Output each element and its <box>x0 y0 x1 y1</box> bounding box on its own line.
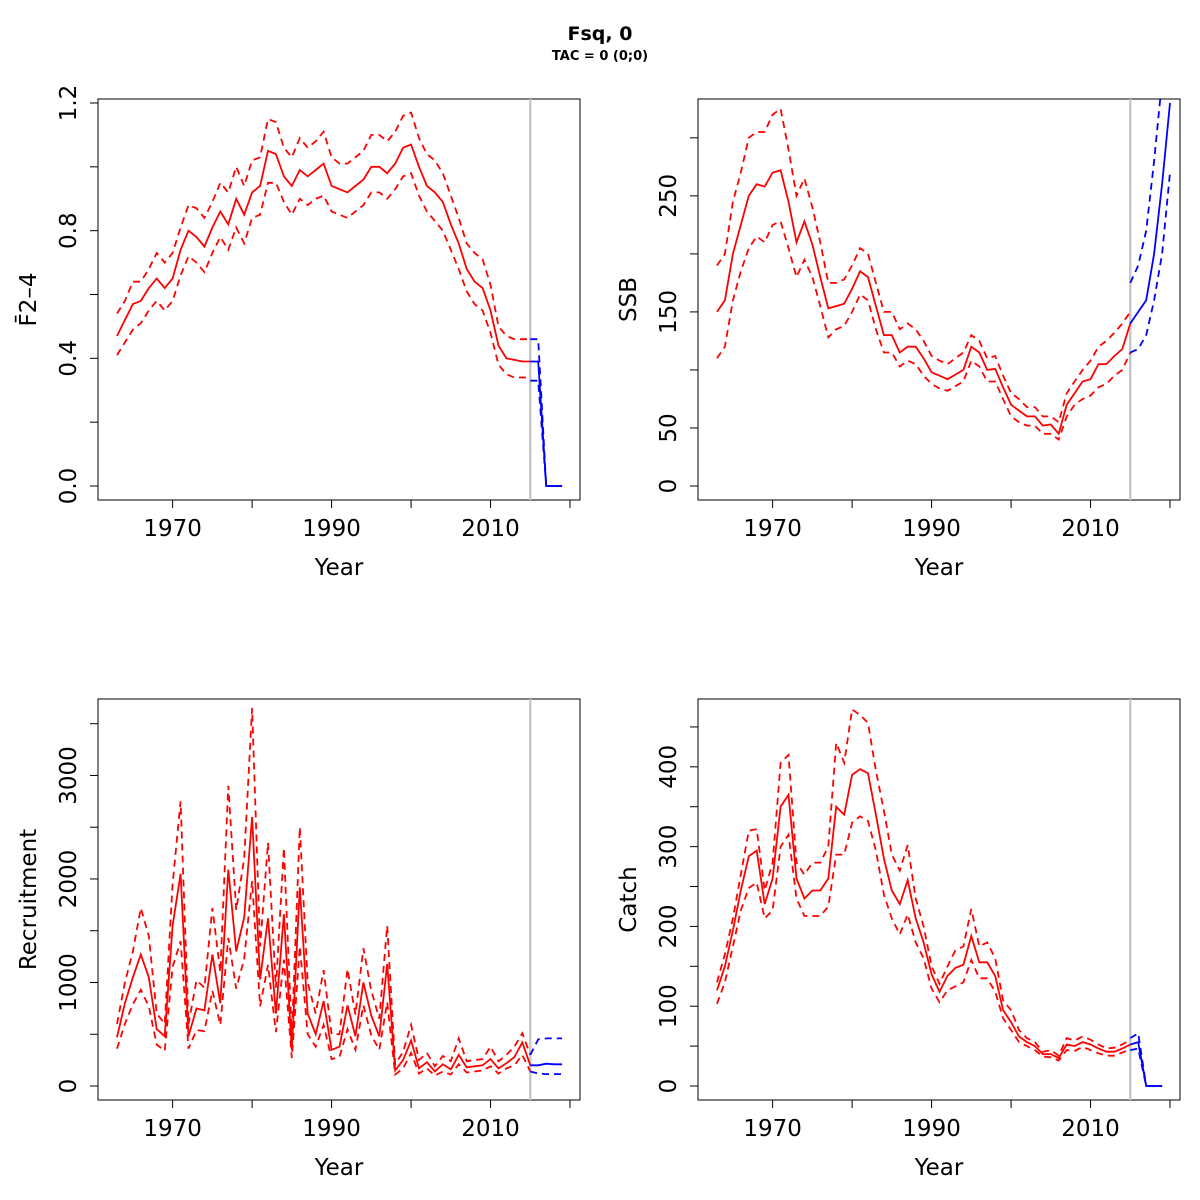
projection-lower-line <box>530 379 563 487</box>
projection-lower-line <box>1130 1047 1163 1087</box>
historic-median-line <box>116 816 532 1073</box>
y-tick-label: 50 <box>656 413 682 442</box>
projection-median-line <box>1129 102 1171 325</box>
x-axis-label: Year <box>314 555 364 581</box>
x-tick-label: 2010 <box>461 1116 520 1142</box>
projection-median-line <box>1130 1040 1163 1087</box>
y-tick-label: 400 <box>656 745 682 789</box>
x-tick-label: 1990 <box>902 1116 961 1142</box>
projection-lower-line <box>530 1070 563 1075</box>
historic-lower-line <box>116 880 532 1077</box>
projection-upper-line <box>1129 1031 1163 1087</box>
ssb-panel: 1970 1990 2010 0 50 150 250 Year SSB <box>616 98 1181 581</box>
x-axis-label: Year <box>914 1155 964 1181</box>
figure-subtitle: TAC = 0 (0;0) <box>552 49 648 64</box>
x-tick-label: 1970 <box>743 1116 802 1142</box>
y-tick-label: 250 <box>656 174 682 218</box>
x-tick-label: 1990 <box>302 516 361 542</box>
y-tick-label: 0.4 <box>56 340 82 377</box>
y-tick-label: 0 <box>656 479 682 494</box>
projection-lower-line <box>1129 172 1171 354</box>
historic-median-line <box>716 169 1132 436</box>
catch-panel: 1970 1990 2010 0 100 200 300 400 Year Catch <box>616 698 1181 1181</box>
series-group <box>716 99 1171 442</box>
series-group <box>716 707 1163 1087</box>
y-axis-label: F̄2–4 <box>14 273 42 327</box>
projection-upper-line <box>529 1037 563 1056</box>
x-axis-label: Year <box>314 1155 364 1181</box>
fbar-panel: 1970 1990 2010 0.0 0.4 0.8 1.2 Year F̄2–4 <box>14 85 581 581</box>
historic-upper-line <box>116 111 531 341</box>
series-group <box>116 708 563 1077</box>
historic-lower-line <box>116 172 531 379</box>
plot-frame <box>97 698 581 1101</box>
y-tick-label: 0.0 <box>56 468 82 505</box>
x-axis-label: Year <box>914 555 964 581</box>
x-tick-label: 1970 <box>143 1116 202 1142</box>
projection-upper-line <box>530 338 563 487</box>
x-tick-label: 1970 <box>743 516 802 542</box>
historic-lower-line <box>716 815 1131 1062</box>
y-tick-label: 0 <box>56 1079 82 1094</box>
historic-lower-line <box>716 220 1132 442</box>
series-group <box>116 111 563 487</box>
y-tick-label: 2000 <box>56 850 82 909</box>
x-tick-label: 2010 <box>1061 1116 1120 1142</box>
y-tick-label: 3000 <box>56 746 82 805</box>
y-tick-label: 0 <box>656 1079 682 1094</box>
recruitment-panel: 1970 1990 2010 0 1000 2000 3000 Year Recruitment <box>16 698 581 1181</box>
y-axis-label: SSB <box>616 277 642 322</box>
x-tick-label: 1990 <box>902 516 961 542</box>
y-tick-label: 150 <box>656 290 682 334</box>
y-axis-label: Catch <box>616 866 642 932</box>
y-tick-label: 200 <box>656 904 682 948</box>
x-tick-label: 1990 <box>302 1116 361 1142</box>
plot-frame <box>697 98 1181 501</box>
y-tick-label: 1000 <box>56 953 82 1012</box>
x-tick-label: 2010 <box>1061 516 1120 542</box>
y-tick-label: 0.8 <box>56 212 82 249</box>
x-tick-label: 1970 <box>143 516 202 542</box>
historic-upper-line <box>716 707 1131 1058</box>
historic-upper-line <box>116 708 532 1068</box>
y-tick-label: 1.2 <box>56 85 82 122</box>
projection-median-line <box>530 1062 563 1067</box>
y-tick-label: 300 <box>656 825 682 869</box>
historic-upper-line <box>716 107 1132 424</box>
plot-frame <box>97 98 581 501</box>
historic-median-line <box>116 143 531 363</box>
y-tick-label: 100 <box>656 984 682 1028</box>
historic-median-line <box>716 768 1131 1060</box>
projection-upper-line <box>1129 99 1162 284</box>
figure-title: Fsq, 0 <box>568 23 633 45</box>
x-tick-label: 2010 <box>461 516 520 542</box>
plot-frame <box>697 698 1181 1101</box>
y-axis-label: Recruitment <box>16 829 42 970</box>
projection-median-line <box>530 360 563 487</box>
